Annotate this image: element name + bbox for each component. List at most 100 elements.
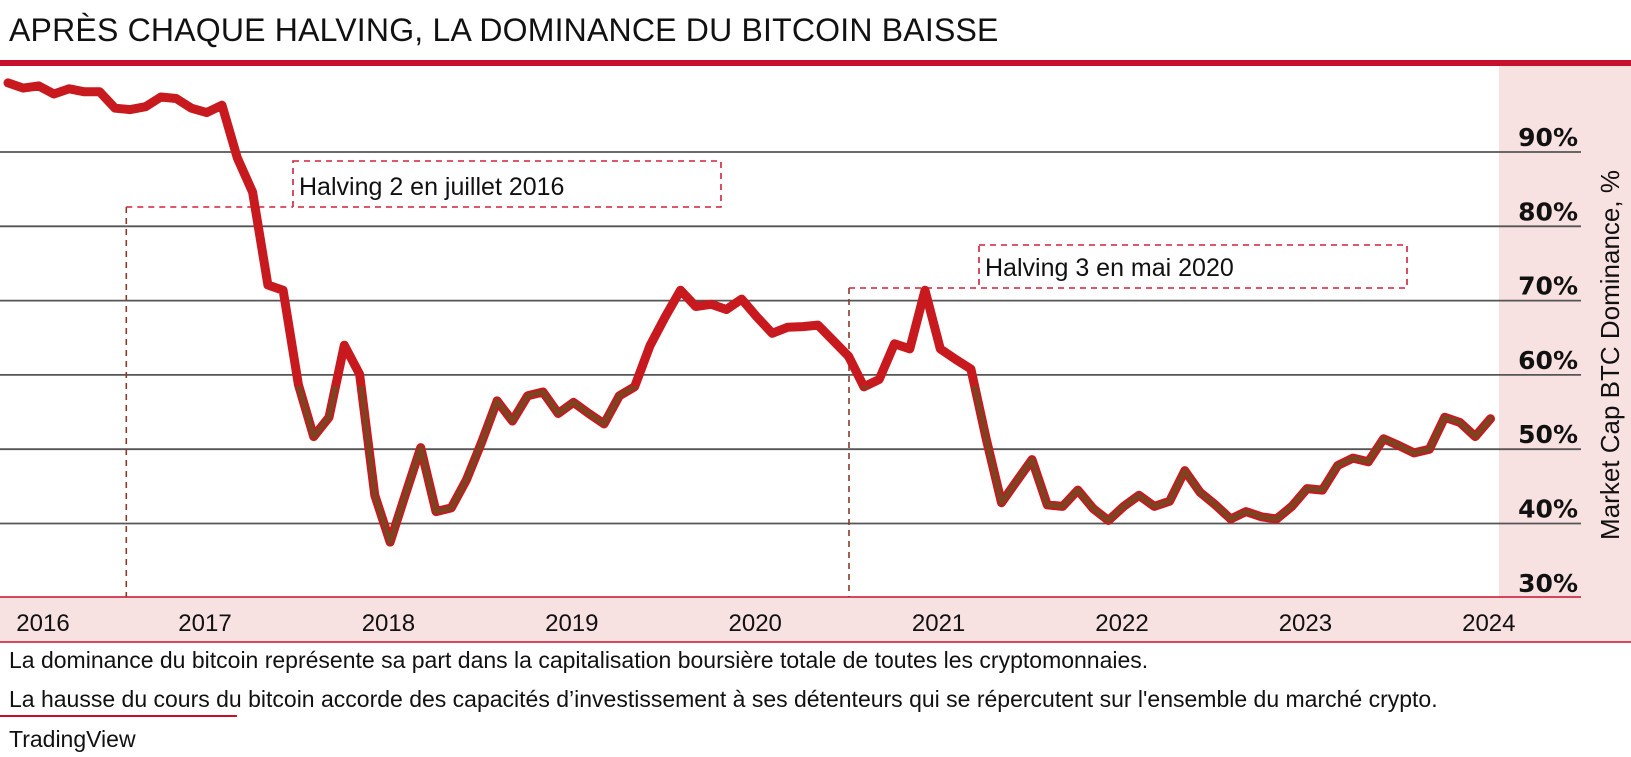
data-point <box>129 108 132 111</box>
data-point <box>205 111 208 114</box>
data-point <box>1138 494 1141 497</box>
data-point <box>786 326 789 329</box>
data-point <box>1000 501 1003 504</box>
x-tick-label: 2022 <box>1095 610 1148 637</box>
data-point <box>985 437 988 440</box>
data-point <box>1290 505 1293 508</box>
y-tick-label: 40% <box>1518 495 1578 524</box>
data-point <box>404 493 407 496</box>
data-point <box>1413 451 1416 454</box>
annotation-box <box>292 160 722 208</box>
data-point <box>1092 507 1095 510</box>
data-point <box>358 373 361 376</box>
data-point <box>893 342 896 345</box>
data-point <box>771 332 774 335</box>
x-tick-label: 2020 <box>729 610 782 637</box>
data-point <box>1336 464 1339 467</box>
data-point <box>190 107 193 110</box>
x-tick-label: 2019 <box>545 610 598 637</box>
data-point <box>1443 416 1446 419</box>
data-point <box>1122 505 1125 508</box>
y-tick-label: 90% <box>1518 123 1578 152</box>
data-point <box>1107 519 1110 522</box>
data-point <box>389 541 392 544</box>
data-point <box>282 289 285 292</box>
data-point <box>1076 489 1079 492</box>
data-point <box>1367 460 1370 463</box>
y-tick-label: 30% <box>1518 569 1578 598</box>
data-point <box>434 510 437 513</box>
data-point <box>496 399 499 402</box>
data-point <box>373 494 376 497</box>
data-point <box>465 478 468 481</box>
x-axis-band <box>0 597 1631 642</box>
data-point <box>1153 505 1156 508</box>
data-point <box>1168 500 1171 503</box>
data-point <box>236 156 239 159</box>
data-point <box>1382 437 1385 440</box>
data-point <box>52 93 55 96</box>
data-point <box>1474 435 1477 438</box>
data-point <box>862 385 865 388</box>
data-point <box>847 355 850 358</box>
data-point <box>1306 487 1309 490</box>
x-tick-label: 2024 <box>1462 610 1515 637</box>
data-point <box>37 84 40 87</box>
data-point <box>1397 444 1400 447</box>
data-point <box>541 390 544 393</box>
data-point <box>480 440 483 443</box>
axis-panel <box>1499 66 1631 597</box>
data-point <box>1015 480 1018 483</box>
halving-annotations: Halving 2 en juillet 2016 Halving 3 en ma… <box>125 160 1408 597</box>
chart-title: APRÈS CHAQUE HALVING, LA DOMINANCE DU BI… <box>9 12 999 48</box>
data-point <box>801 325 804 328</box>
data-point <box>969 367 972 370</box>
data-point <box>221 104 224 107</box>
y-tick-label: 50% <box>1518 420 1578 449</box>
data-point <box>1061 505 1064 508</box>
source-divider <box>0 715 237 717</box>
data-point <box>618 394 621 397</box>
data-point <box>725 308 728 311</box>
data-point <box>1260 515 1263 518</box>
data-point <box>175 97 178 100</box>
data-point <box>343 344 346 347</box>
data-point <box>159 96 162 99</box>
data-point <box>327 416 330 419</box>
data-point <box>710 303 713 306</box>
data-point <box>419 446 422 449</box>
footnote-2: La hausse du cours du bitcoin accorde de… <box>9 686 1438 712</box>
x-tick-label: 2016 <box>16 610 69 637</box>
data-point <box>83 90 86 93</box>
annotation-label: Halving 2 en juillet 2016 <box>299 173 564 201</box>
footnote-1: La dominance du bitcoin représente sa pa… <box>9 647 1149 673</box>
data-point <box>603 422 606 425</box>
y-tick-label: 60% <box>1518 346 1578 375</box>
data-point <box>1183 469 1186 472</box>
data-point <box>939 347 942 350</box>
annotation-label: Halving 3 en mai 2020 <box>985 254 1234 282</box>
annotation-box <box>978 244 1408 289</box>
data-point <box>7 81 10 84</box>
data-point <box>954 358 957 361</box>
gridlines <box>0 151 1581 525</box>
data-point <box>1489 417 1492 420</box>
data-point <box>251 191 254 194</box>
data-point <box>450 506 453 509</box>
series-line-lower-segment <box>296 386 1493 545</box>
data-point <box>557 412 560 415</box>
data-point <box>526 394 529 397</box>
data-point <box>817 324 820 327</box>
data-point <box>694 305 697 308</box>
x-tick-label: 2021 <box>912 610 965 637</box>
data-point <box>1199 491 1202 494</box>
x-tick-label: 2023 <box>1279 610 1332 637</box>
x-tick-label: 2017 <box>178 610 231 637</box>
data-point <box>1046 503 1049 506</box>
data-point <box>832 339 835 342</box>
data-point <box>1458 421 1461 424</box>
data-point <box>1031 458 1034 461</box>
data-point <box>1321 489 1324 492</box>
